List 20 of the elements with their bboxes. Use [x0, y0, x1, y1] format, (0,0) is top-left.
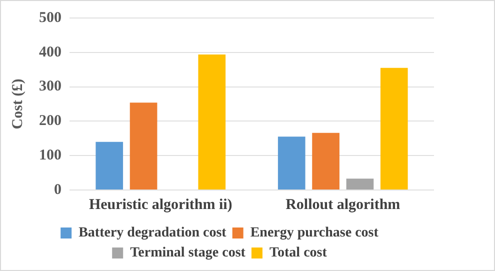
y-axis-title: Cost (£) — [10, 78, 26, 130]
bar — [130, 102, 158, 190]
bar — [346, 178, 374, 190]
y-tick-label: 400 — [39, 44, 62, 60]
bar — [198, 54, 226, 190]
legend-label: Terminal stage cost — [130, 246, 246, 261]
x-tick-label: Rollout algorithm — [286, 196, 401, 213]
y-tick-label: 0 — [54, 182, 62, 198]
y-tick-label: 300 — [39, 78, 62, 95]
legend-label: Total cost — [269, 246, 328, 261]
legend-label: Energy purchase cost — [250, 226, 379, 241]
y-tick-label: 200 — [39, 113, 62, 130]
bar — [96, 142, 124, 190]
y-tick-label: 100 — [39, 147, 62, 164]
bar — [312, 132, 340, 190]
y-tick-label: 500 — [39, 10, 62, 26]
bar — [278, 136, 306, 190]
bar — [380, 68, 408, 190]
x-tick-label: Heuristic algorithm ii) — [88, 196, 232, 213]
legend-label: Battery degradation cost — [78, 226, 227, 241]
